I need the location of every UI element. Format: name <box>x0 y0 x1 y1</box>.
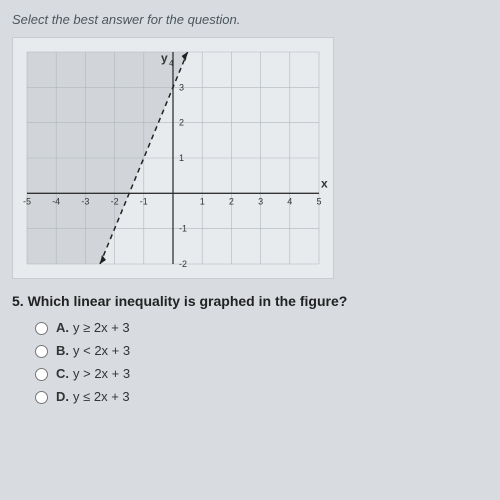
svg-text:-1: -1 <box>140 196 148 206</box>
svg-text:x: x <box>321 176 328 190</box>
inequality-graph: -5-4-3-2-112345-2-1123xy4 <box>12 37 334 279</box>
question-number: 5. <box>12 293 24 309</box>
svg-text:y: y <box>161 51 168 65</box>
svg-text:-3: -3 <box>81 196 89 206</box>
option-d[interactable]: D. y ≤ 2x + 3 <box>30 388 488 404</box>
svg-text:2: 2 <box>229 196 234 206</box>
radio-b[interactable] <box>35 345 48 358</box>
option-b[interactable]: B. y < 2x + 3 <box>30 342 488 358</box>
option-a[interactable]: A. y ≥ 2x + 3 <box>30 319 488 335</box>
svg-text:-5: -5 <box>23 196 31 206</box>
radio-c[interactable] <box>35 368 48 381</box>
svg-text:1: 1 <box>200 196 205 206</box>
svg-text:4: 4 <box>287 196 292 206</box>
option-letter: D. <box>56 389 69 404</box>
radio-d[interactable] <box>35 391 48 404</box>
option-text: y > 2x + 3 <box>73 366 130 381</box>
option-letter: B. <box>56 343 69 358</box>
question-text: 5. Which linear inequality is graphed in… <box>12 293 488 309</box>
option-c[interactable]: C. y > 2x + 3 <box>30 365 488 381</box>
option-letter: A. <box>56 320 69 335</box>
instruction-text: Select the best answer for the question. <box>12 12 488 27</box>
svg-text:-1: -1 <box>179 224 187 234</box>
svg-text:4: 4 <box>169 59 174 68</box>
svg-text:3: 3 <box>179 82 184 92</box>
svg-text:-4: -4 <box>52 196 60 206</box>
svg-text:5: 5 <box>316 196 321 206</box>
answer-options: A. y ≥ 2x + 3 B. y < 2x + 3 C. y > 2x + … <box>12 319 488 404</box>
option-text: y ≥ 2x + 3 <box>73 320 130 335</box>
svg-text:1: 1 <box>179 153 184 163</box>
question-body: Which linear inequality is graphed in th… <box>28 293 348 309</box>
option-text: y < 2x + 3 <box>73 343 130 358</box>
svg-text:3: 3 <box>258 196 263 206</box>
radio-a[interactable] <box>35 322 48 335</box>
svg-text:2: 2 <box>179 118 184 128</box>
svg-text:-2: -2 <box>179 259 187 269</box>
option-text: y ≤ 2x + 3 <box>73 389 130 404</box>
svg-text:-2: -2 <box>111 196 119 206</box>
option-letter: C. <box>56 366 69 381</box>
